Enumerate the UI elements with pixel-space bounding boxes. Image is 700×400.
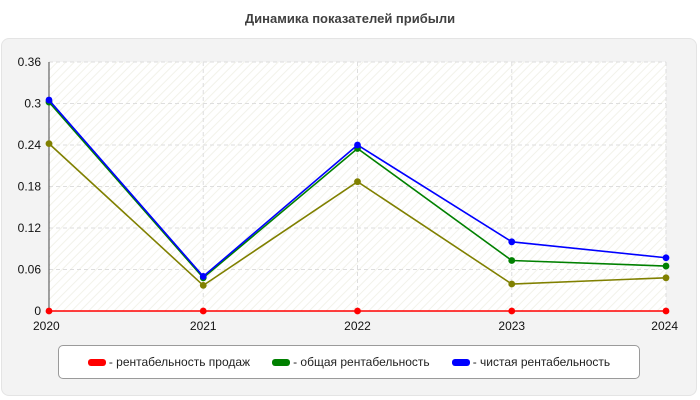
data-point[interactable] (45, 140, 53, 148)
data-point[interactable] (662, 254, 670, 262)
data-point[interactable] (45, 307, 53, 315)
y-tick-label: 0.18 (18, 180, 42, 194)
legend-item-net-profitability[interactable]: - чистая рентабельность (451, 355, 611, 369)
tick-labels: 0 0.06 0.12 0.18 0.24 0.3 0.36 2020 2021 2022 2023… (18, 55, 679, 333)
y-tick-label: 0.06 (18, 263, 42, 277)
legend-swatch-red (87, 358, 106, 366)
y-tick-label: 0.3 (24, 97, 41, 111)
data-point[interactable] (662, 262, 670, 270)
x-tick-label: 2023 (498, 319, 525, 333)
x-tick-label: 2020 (33, 319, 60, 333)
data-point[interactable] (662, 274, 670, 282)
legend-swatch-blue (451, 358, 470, 366)
data-point[interactable] (508, 257, 516, 264)
data-point[interactable] (199, 307, 207, 315)
x-tick-label: 2024 (651, 319, 678, 333)
data-point[interactable] (508, 280, 516, 288)
legend-item-total-profitability[interactable]: - общая рентабельность (272, 355, 430, 369)
data-point[interactable] (199, 273, 207, 280)
x-tick-label: 2021 (190, 319, 217, 333)
legend-label: - рентабельность продаж (108, 355, 251, 369)
data-point[interactable] (45, 96, 53, 104)
data-point[interactable] (354, 178, 361, 186)
y-tick-label: 0.24 (18, 138, 42, 152)
data-point[interactable] (354, 307, 361, 315)
data-point[interactable] (354, 141, 361, 149)
y-tick-label: 0 (34, 304, 41, 318)
legend-item-sales-profitability[interactable]: - рентабельность продаж (87, 355, 251, 369)
data-point[interactable] (199, 282, 207, 289)
series-lines (45, 96, 670, 315)
legend-swatch-green (272, 358, 291, 366)
data-point[interactable] (508, 238, 516, 246)
x-tick-label: 2022 (344, 319, 371, 333)
y-tick-label: 0.36 (18, 55, 42, 69)
y-tick-label: 0.12 (18, 221, 42, 235)
legend: - рентабельность продаж - общая рентабел… (58, 345, 640, 379)
legend-label: - чистая рентабельность (472, 355, 611, 369)
legend-label: - общая рентабельность (293, 355, 430, 369)
data-point[interactable] (508, 307, 516, 315)
data-point[interactable] (662, 307, 670, 315)
chart-title: Динамика показателей прибыли (244, 11, 456, 26)
